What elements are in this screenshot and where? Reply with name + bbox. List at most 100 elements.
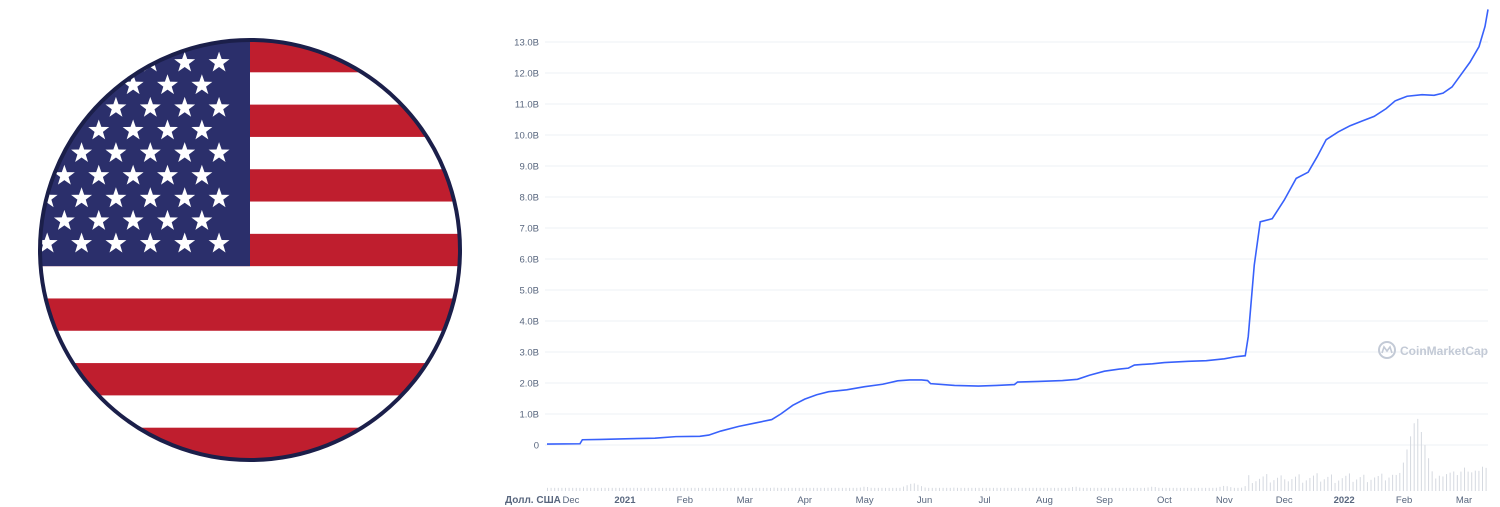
x-tick-label: Feb <box>677 495 693 506</box>
volume-bar <box>1046 487 1048 491</box>
volume-bar <box>1237 487 1239 491</box>
volume-bar <box>892 487 894 491</box>
volume-bar <box>751 487 753 491</box>
x-tick-label: Aug <box>1036 495 1053 506</box>
volume-bar <box>985 487 987 491</box>
volume-bar <box>1172 487 1174 491</box>
volume-bar <box>1485 467 1487 491</box>
flag-star <box>139 96 161 117</box>
volume-bar <box>1370 479 1372 491</box>
flag-star <box>105 96 127 117</box>
volume-bar <box>1018 487 1020 491</box>
volume-bar <box>870 487 872 491</box>
volume-bar <box>1356 479 1358 491</box>
volume-bar <box>1000 487 1002 491</box>
y-tick-label: 7.0B <box>519 224 539 235</box>
x-tick-label: 2022 <box>1334 495 1355 506</box>
volume-bar <box>773 487 775 491</box>
volume-bar <box>956 487 958 491</box>
volume-bar <box>974 487 976 491</box>
flag-star <box>122 74 144 95</box>
volume-bar <box>651 487 653 491</box>
volume-bar <box>1151 486 1153 491</box>
volume-bar <box>1262 476 1264 491</box>
y-tick-label: 3.0B <box>519 348 539 359</box>
volume-bar <box>849 487 851 491</box>
line-chart-svg[interactable]: 0 1.0B 2.0B 3.0B 4.0B 5.0B 6.0B 7.0B 8.0B 9.0B 10.… <box>495 0 1500 507</box>
volume-bar <box>1064 487 1066 491</box>
volume-bar <box>795 487 797 491</box>
flag-star <box>53 209 75 230</box>
volume-bar <box>1075 486 1077 491</box>
volume-bar <box>748 487 750 491</box>
volume-bar <box>924 487 926 491</box>
volume-bar <box>1176 487 1178 491</box>
series-line <box>546 9 1489 445</box>
flag-stripe <box>40 395 460 429</box>
flag-star <box>174 142 196 162</box>
volume-bar <box>928 487 930 491</box>
volume-bar <box>845 487 847 491</box>
volume-bar <box>1284 479 1286 491</box>
volume-bar <box>1327 476 1329 491</box>
volume-bar <box>867 487 869 491</box>
volume-bar <box>1287 481 1289 491</box>
volume-bar <box>809 487 811 491</box>
volume-bar <box>1273 480 1275 491</box>
volume-bar <box>593 487 595 491</box>
volume-bar <box>816 487 818 491</box>
y-tick-label: 13.0B <box>514 38 539 49</box>
volume-bar <box>1478 470 1480 491</box>
volume-bar <box>1212 487 1214 491</box>
flag-stripe <box>40 363 460 396</box>
volume-bar <box>1320 481 1322 491</box>
volume-bar <box>1079 487 1081 491</box>
volume-bar <box>1420 431 1422 491</box>
flag-star <box>174 232 196 253</box>
flag-star <box>88 209 110 230</box>
volume-bar <box>1003 487 1005 491</box>
volume-bar <box>1129 487 1131 491</box>
flag-star <box>105 187 127 208</box>
volume-bar <box>1244 486 1246 491</box>
volume-bar <box>564 487 566 491</box>
volume-bar <box>1165 487 1167 491</box>
volume-bar <box>676 487 678 491</box>
flag-star <box>191 209 213 230</box>
volume-bar <box>881 487 883 491</box>
volume-bar <box>1179 487 1181 491</box>
volume-bar <box>1460 471 1462 491</box>
y-tick-label: 5.0B <box>519 286 539 297</box>
flag-star <box>208 187 230 208</box>
volume-bar <box>586 487 588 491</box>
volume-bar <box>1100 487 1102 491</box>
volume-bar <box>967 487 969 491</box>
volume-bar <box>1197 487 1199 491</box>
volume-bar <box>1010 487 1012 491</box>
volume-bar <box>600 487 602 491</box>
flag-star <box>122 209 144 230</box>
volume-bar <box>971 487 973 491</box>
volume-bar <box>1036 487 1038 491</box>
x-tick-label: Dec <box>563 495 580 506</box>
volume-bar <box>1104 487 1106 491</box>
volume-bar <box>1291 479 1293 491</box>
volume-bar <box>1392 474 1394 491</box>
flag-star <box>174 187 196 208</box>
volume-bar <box>1384 480 1386 491</box>
flag-star <box>174 96 196 117</box>
volume-bar <box>766 487 768 491</box>
volume-bar <box>680 487 682 491</box>
volume-bar <box>1438 475 1440 491</box>
volume-bar <box>1269 482 1271 491</box>
volume-bar <box>1363 474 1365 491</box>
volume-bar <box>1061 487 1063 491</box>
volume-bar <box>1338 480 1340 491</box>
volume-bar <box>1248 475 1250 491</box>
y-tick-label: 9.0B <box>519 162 539 173</box>
flag-star <box>139 142 161 162</box>
market-cap-chart[interactable]: 0 1.0B 2.0B 3.0B 4.0B 5.0B 6.0B 7.0B 8.0B 9.0B 10.… <box>495 0 1500 507</box>
volume-bar <box>964 487 966 491</box>
flag-stripe <box>40 266 460 299</box>
